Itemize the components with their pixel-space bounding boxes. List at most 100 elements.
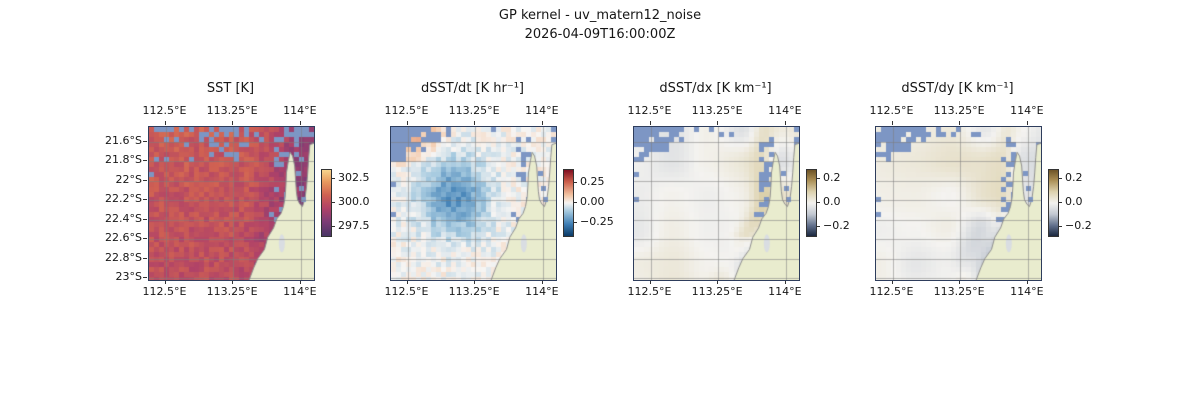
ytickmark-0 <box>143 141 147 142</box>
xtick-top-dx-0: 112.5°E <box>627 104 672 117</box>
xtickmark-top-dx-1 <box>717 121 718 125</box>
cbar-tickmark-dy-2 <box>1058 226 1062 227</box>
xtickmark-bottom-dx-1 <box>717 280 718 284</box>
ytickmark-4 <box>143 219 147 220</box>
cbar-label-dx-1: 0.0 <box>823 195 841 208</box>
xtickmark-bottom-dy-1 <box>959 280 960 284</box>
xtickmark-top-sst-0 <box>165 121 166 125</box>
xtick-top-dy-1: 113.25°E <box>933 104 985 117</box>
cbar-tickmark-sst-2 <box>331 226 335 227</box>
map-canvas-dy <box>875 126 1042 281</box>
ytickmark-3 <box>143 199 147 200</box>
xtickmark-bottom-dt-2 <box>542 280 543 284</box>
cbar-label-sst-2: 297.5 <box>338 218 370 232</box>
xtick-top-sst-0: 112.5°E <box>142 104 187 117</box>
xtick-bottom-dt-0: 112.5°E <box>384 285 429 298</box>
xtick-bottom-sst-2: 114°E <box>283 285 317 298</box>
cbar-tickmark-dy-1 <box>1058 202 1062 203</box>
xtick-bottom-sst-0: 112.5°E <box>142 285 187 298</box>
xtick-top-dx-1: 113.25°E <box>691 104 743 117</box>
ytickmark-2 <box>143 180 147 181</box>
xtickmark-bottom-dx-2 <box>785 280 786 284</box>
cbar-label-dt-0: 0.25 <box>580 175 605 189</box>
xtick-top-dt-2: 114°E <box>525 104 559 117</box>
xtickmark-top-dt-2 <box>542 121 543 125</box>
xtick-top-dy-2: 114°E <box>1010 104 1044 117</box>
xtick-bottom-sst-1: 113.25°E <box>206 285 258 298</box>
cbar-tickmark-dx-0 <box>816 178 820 179</box>
cbar-tickmark-dt-2 <box>573 222 577 223</box>
colorbar-dx <box>806 169 817 237</box>
map-canvas-sst <box>148 126 315 281</box>
xtick-top-dy-0: 112.5°E <box>869 104 914 117</box>
panel-title-dx: dSST/dx [K km⁻¹] <box>659 81 772 96</box>
ytick-7: 23°S <box>115 270 142 284</box>
colorbar-sst <box>321 169 332 237</box>
ytickmark-5 <box>143 238 147 239</box>
ytick-0: 21.6°S <box>105 133 142 147</box>
xtick-top-dt-1: 113.25°E <box>448 104 500 117</box>
xtick-top-sst-2: 114°E <box>283 104 317 117</box>
xtick-top-dx-2: 114°E <box>768 104 802 117</box>
cbar-label-dy-2: −0.2 <box>1065 219 1092 233</box>
xtick-bottom-dx-1: 113.25°E <box>691 285 743 298</box>
xtick-bottom-dx-2: 114°E <box>768 285 802 298</box>
cbar-tickmark-sst-1 <box>331 202 335 203</box>
cbar-tickmark-dt-0 <box>573 182 577 183</box>
xtick-bottom-dy-2: 114°E <box>1010 285 1044 298</box>
colorbar-dy <box>1048 169 1059 237</box>
figure-timestamp: 2026-04-09T16:00:00Z <box>524 27 676 42</box>
xtickmark-bottom-dt-1 <box>474 280 475 284</box>
xtick-top-sst-1: 113.25°E <box>206 104 258 117</box>
xtickmark-bottom-dy-0 <box>892 280 893 284</box>
xtickmark-bottom-sst-0 <box>165 280 166 284</box>
cbar-label-sst-0: 302.5 <box>338 171 370 185</box>
xtick-bottom-dt-2: 114°E <box>525 285 559 298</box>
panel-title-sst: SST [K] <box>206 81 255 96</box>
xtickmark-bottom-dy-2 <box>1027 280 1028 284</box>
xtickmark-bottom-sst-1 <box>232 280 233 284</box>
cbar-tickmark-dt-1 <box>573 202 577 203</box>
ytickmark-6 <box>143 258 147 259</box>
cbar-label-dt-2: −0.25 <box>580 214 614 228</box>
figure-title: GP kernel - uv_matern12_noise <box>498 8 702 23</box>
xtick-bottom-dy-1: 113.25°E <box>933 285 985 298</box>
map-canvas-dx <box>633 126 800 281</box>
cbar-tickmark-dx-1 <box>816 202 820 203</box>
map-canvas-dt <box>390 126 557 281</box>
xtickmark-top-dy-2 <box>1027 121 1028 125</box>
xtickmark-top-dy-0 <box>892 121 893 125</box>
cbar-tickmark-dy-0 <box>1058 178 1062 179</box>
xtickmark-top-dt-0 <box>407 121 408 125</box>
cbar-tickmark-dx-2 <box>816 226 820 227</box>
cbar-label-dt-1: 0.00 <box>580 195 605 208</box>
xtick-bottom-dt-1: 113.25°E <box>448 285 500 298</box>
panel-title-dt: dSST/dt [K hr⁻¹] <box>420 81 525 96</box>
ytick-2: 22°S <box>115 172 142 186</box>
ytick-5: 22.6°S <box>105 231 142 245</box>
xtickmark-bottom-dx-0 <box>650 280 651 284</box>
ytick-1: 21.8°S <box>105 153 142 167</box>
colorbar-dt <box>563 169 574 237</box>
ytickmark-7 <box>143 277 147 278</box>
xtick-bottom-dy-0: 112.5°E <box>869 285 914 298</box>
panel-title-dy: dSST/dy [K km⁻¹] <box>901 81 1014 96</box>
xtickmark-top-dx-2 <box>785 121 786 125</box>
xtick-bottom-dx-0: 112.5°E <box>627 285 672 298</box>
xtickmark-bottom-dt-0 <box>407 280 408 284</box>
cbar-label-dy-0: 0.2 <box>1065 170 1083 184</box>
xtickmark-top-dx-0 <box>650 121 651 125</box>
xtickmark-top-sst-2 <box>300 121 301 125</box>
xtickmark-top-dt-1 <box>474 121 475 125</box>
xtickmark-top-sst-1 <box>232 121 233 125</box>
cbar-tickmark-sst-0 <box>331 178 335 179</box>
cbar-label-dx-0: 0.2 <box>823 170 841 184</box>
cbar-label-sst-1: 300.0 <box>338 195 370 208</box>
ytick-6: 22.8°S <box>105 250 142 264</box>
ytick-4: 22.4°S <box>105 211 142 225</box>
xtick-top-dt-0: 112.5°E <box>384 104 429 117</box>
cbar-label-dy-1: 0.0 <box>1065 195 1083 208</box>
ytick-3: 22.2°S <box>105 192 142 206</box>
ytickmark-1 <box>143 160 147 161</box>
xtickmark-top-dy-1 <box>959 121 960 125</box>
